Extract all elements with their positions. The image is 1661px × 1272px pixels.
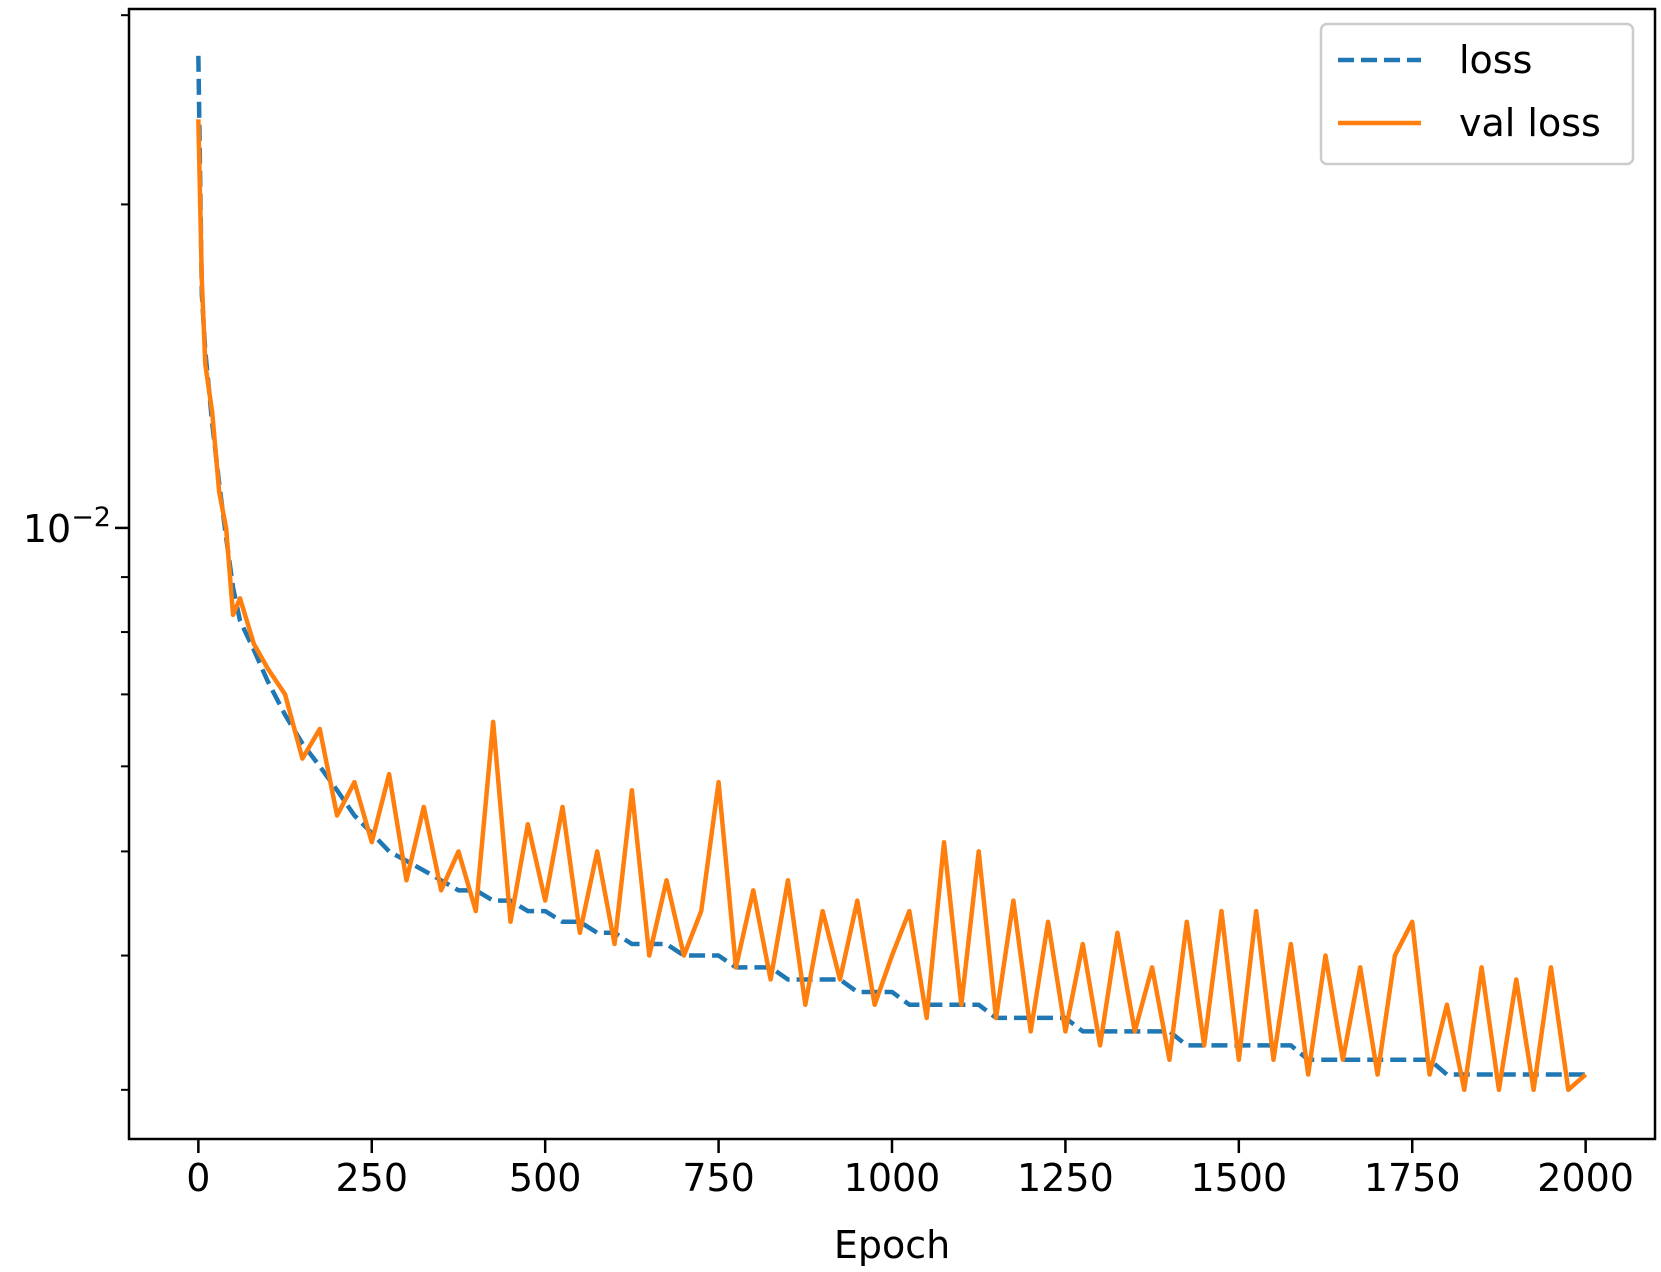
x-tick-label: 750 bbox=[682, 1156, 755, 1200]
data-line bbox=[196, 119, 1588, 1093]
data-line bbox=[196, 55, 1586, 1077]
x-tick-label: 0 bbox=[186, 1156, 210, 1200]
axes-frame bbox=[127, 7, 1657, 1141]
x-tick-label: 500 bbox=[509, 1156, 582, 1200]
x-axis-label: Epoch bbox=[834, 1223, 950, 1267]
y-tick-label: 10−2 bbox=[23, 502, 111, 551]
x-tick-label: 1000 bbox=[844, 1156, 941, 1200]
x-tick-label: 1500 bbox=[1190, 1156, 1287, 1200]
y-tick-exponent: −2 bbox=[71, 502, 111, 533]
y-tick-base: 10 bbox=[23, 507, 71, 551]
legend-label: val loss bbox=[1459, 101, 1601, 145]
legend-label: loss bbox=[1459, 38, 1532, 82]
x-tick-label: 2000 bbox=[1537, 1156, 1634, 1200]
x-tick-label: 1750 bbox=[1364, 1156, 1461, 1200]
x-tick-label: 250 bbox=[336, 1156, 409, 1200]
x-tick-label: 1250 bbox=[1017, 1156, 1114, 1200]
